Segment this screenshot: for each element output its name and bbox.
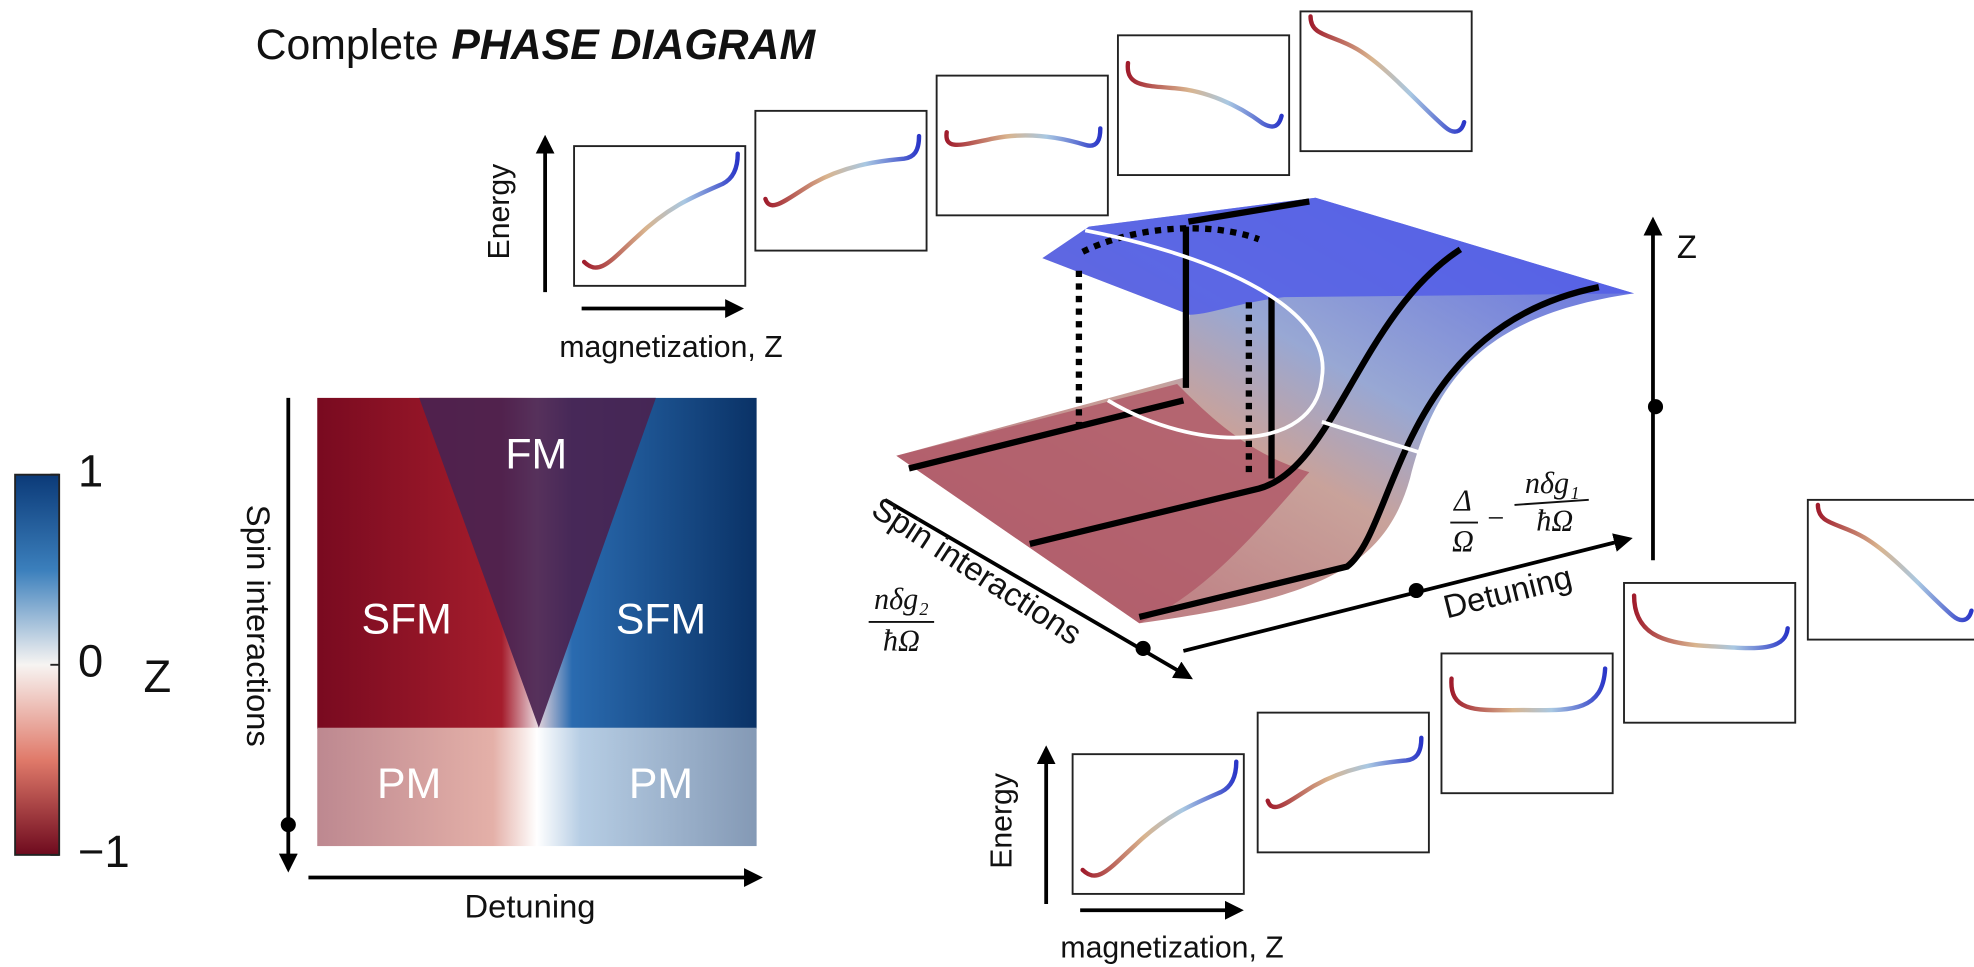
inset-frame	[1808, 500, 1974, 640]
colorbar-tick-label: 1	[78, 446, 103, 497]
magnetization-label: magnetization, Z	[1060, 931, 1283, 964]
energy-label: Energy	[483, 163, 516, 260]
energy-inset	[755, 111, 926, 251]
energy-inset	[1624, 583, 1795, 723]
page: {"title": {"lead": "Complete", "emphasis…	[0, 0, 1974, 967]
formula-numerator: Δ	[1453, 484, 1472, 518]
region-label: PM	[629, 760, 693, 808]
colorbar-tick-label: −1	[78, 826, 130, 877]
formula-numerator: nδg₂	[874, 582, 929, 616]
colorbar-label: Z	[144, 651, 172, 702]
axis-dot	[1136, 641, 1151, 656]
formula-denominator: ħΩ	[1536, 504, 1573, 538]
energy-inset	[1808, 500, 1974, 640]
axis-dot	[1409, 583, 1424, 598]
inset-frame	[1441, 653, 1612, 793]
region-label: FM	[505, 430, 567, 478]
formula-denominator: Ω	[1452, 524, 1474, 558]
detuning-label: Detuning	[465, 888, 596, 925]
energy-label: Energy	[985, 772, 1018, 869]
formula-denominator: ħΩ	[883, 623, 920, 657]
energy-inset	[937, 76, 1108, 216]
energy-inset	[1300, 11, 1471, 151]
x-formula: Δ Ω − nδg₁ ħΩ	[1450, 466, 1588, 558]
magnetization-label: magnetization, Z	[559, 331, 782, 364]
colorbar-tick-label: 0	[78, 636, 103, 687]
region-label: PM	[377, 760, 441, 808]
formula-operator: −	[1485, 501, 1505, 535]
energy-inset	[1258, 713, 1429, 853]
formula-numerator: nδg₁	[1525, 466, 1580, 500]
surface	[896, 198, 1634, 624]
colorbar-ticks: 1 0 −1	[50, 446, 129, 877]
region-label: SFM	[616, 595, 706, 643]
title-emphasis: PHASE DIAGRAM	[451, 21, 816, 69]
energy-inset	[574, 146, 745, 286]
energy-inset	[1441, 653, 1612, 793]
inset-frame	[1258, 713, 1429, 853]
axis-dot	[1648, 399, 1663, 414]
phase-map: FM SFM SFM PM PM	[317, 398, 756, 846]
inset-frame	[1118, 35, 1289, 175]
figure: CompletePHASE DIAGRAM Energy magnetizati…	[0, 0, 1974, 967]
inset-frame	[755, 111, 926, 251]
title-lead: Complete	[256, 21, 439, 69]
spin-label: Spin interactions	[240, 505, 277, 747]
energy-inset	[1073, 754, 1244, 894]
y-formula: nδg₂ ħΩ	[869, 582, 934, 658]
z-label: Z	[1677, 228, 1697, 265]
axis-dot	[281, 817, 296, 832]
inset-frame	[1624, 583, 1795, 723]
region-label: SFM	[361, 595, 451, 643]
energy-inset	[1118, 35, 1289, 175]
